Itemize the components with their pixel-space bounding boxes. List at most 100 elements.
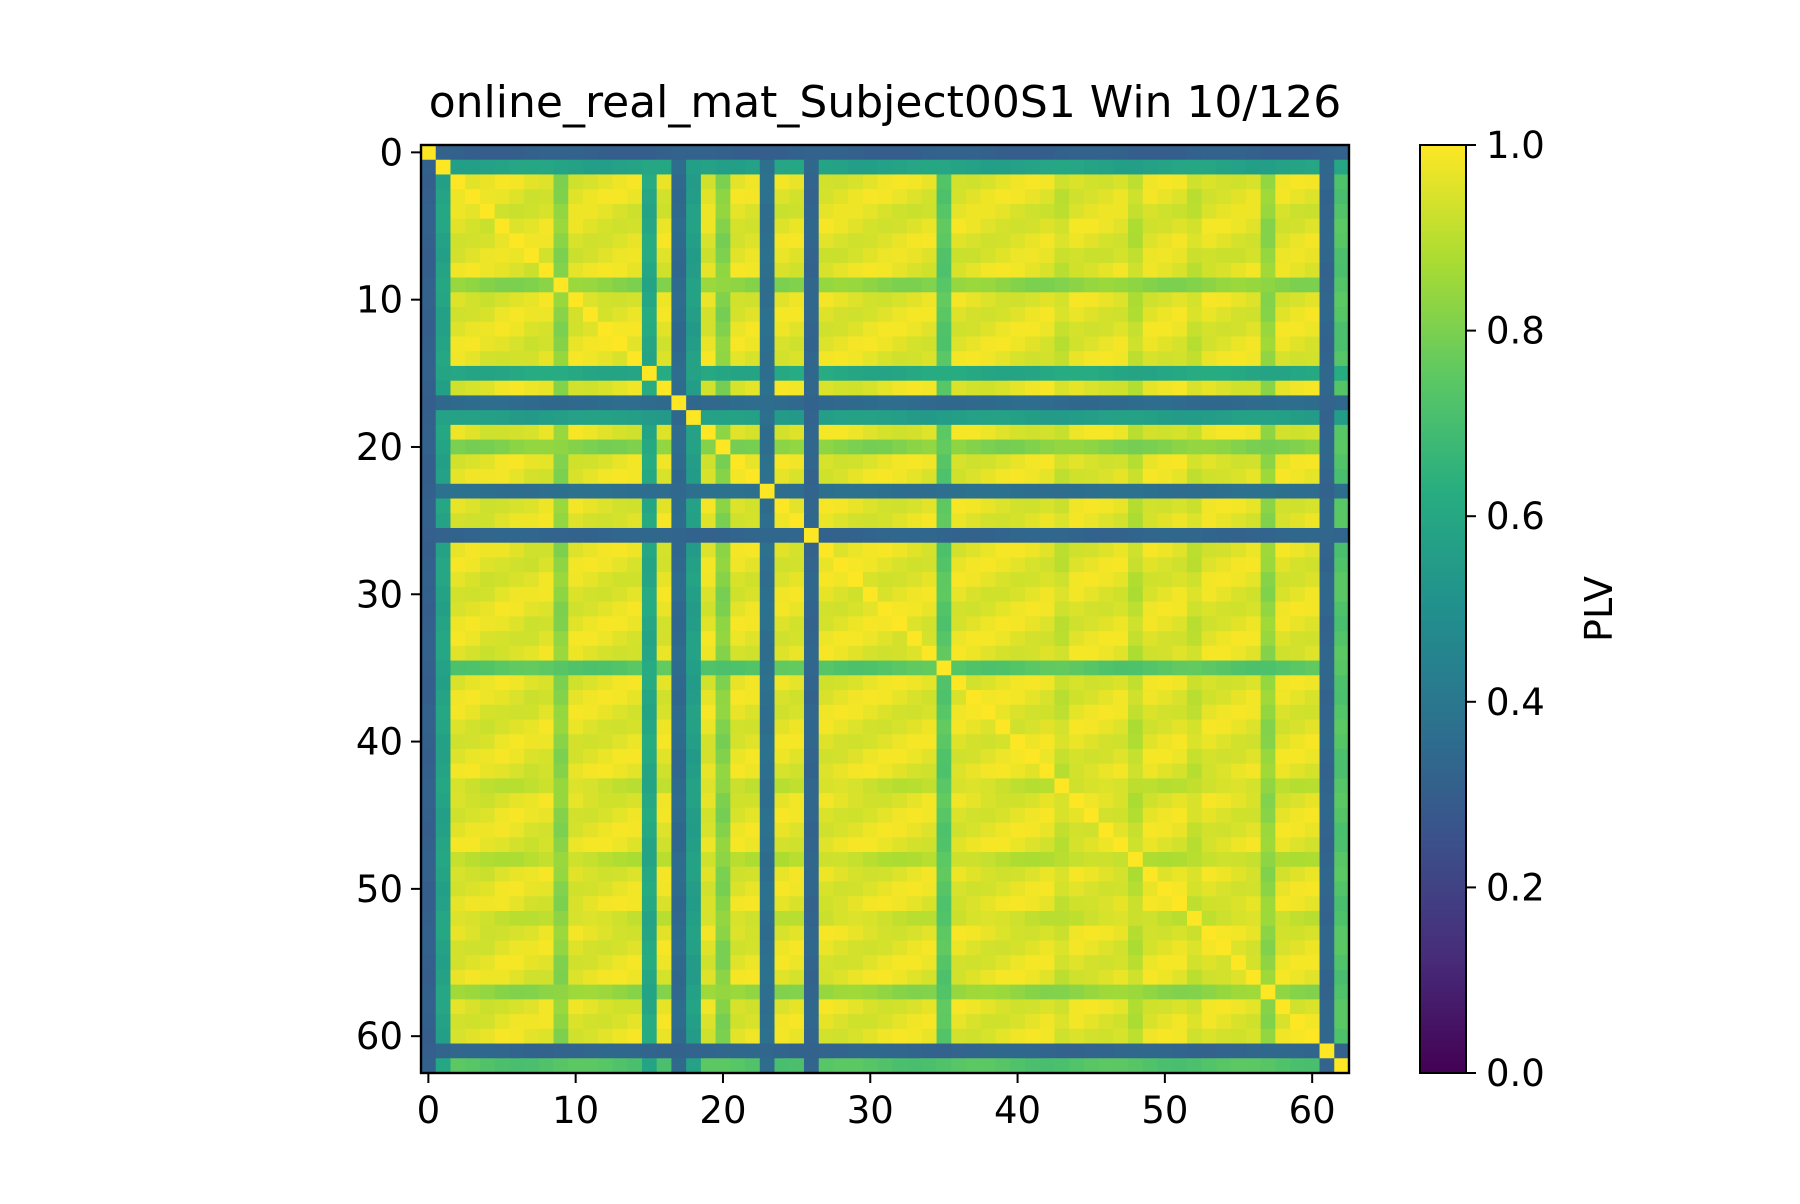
heatmap-cell (656, 424, 673, 441)
heatmap-cell (877, 616, 893, 632)
heatmap-cell (538, 955, 555, 971)
heatmap-cell (1260, 616, 1276, 632)
heatmap-cell (1113, 262, 1129, 279)
heatmap-cell (1304, 690, 1321, 706)
heatmap-cell (421, 513, 437, 529)
heatmap-cell (465, 262, 481, 279)
heatmap-cell (1216, 277, 1232, 293)
heatmap-cell (892, 984, 908, 1000)
heatmap-cell (803, 203, 820, 220)
heatmap-cell (1334, 469, 1350, 485)
heatmap-cell (1334, 365, 1350, 382)
heatmap-cell (862, 203, 879, 220)
heatmap-cell (1304, 969, 1321, 986)
heatmap-cell (936, 675, 952, 691)
heatmap-cell (538, 601, 555, 617)
heatmap-cell (1201, 395, 1218, 411)
heatmap-cell (627, 395, 643, 411)
heatmap-cell (759, 248, 776, 264)
heatmap-cell (995, 1028, 1011, 1045)
heatmap-cell (907, 454, 923, 470)
heatmap-cell (789, 1058, 805, 1074)
heatmap-cell (1128, 1058, 1144, 1074)
heatmap-cell (848, 498, 864, 514)
heatmap-cell (1231, 527, 1247, 544)
heatmap-cell (980, 763, 997, 779)
heatmap-cell (966, 307, 982, 323)
heatmap-cell (700, 852, 717, 868)
heatmap-cell (862, 675, 879, 691)
heatmap-cell (641, 248, 658, 264)
heatmap-cell (435, 145, 452, 161)
heatmap-cell (1113, 380, 1129, 397)
heatmap-cell (1113, 940, 1129, 956)
heatmap-cell (1142, 469, 1159, 485)
heatmap-cell (1128, 203, 1144, 220)
heatmap-cell (862, 218, 879, 234)
heatmap-cell (1039, 586, 1055, 603)
heatmap-cell (700, 233, 717, 249)
heatmap-cell (583, 645, 599, 662)
heatmap-cell (951, 145, 967, 161)
heatmap-cell (774, 1028, 790, 1045)
heatmap-cell (1142, 248, 1159, 264)
heatmap-cell (479, 999, 496, 1015)
heatmap-cell (803, 218, 820, 234)
heatmap-cell (892, 793, 908, 809)
heatmap-cell (730, 1058, 746, 1074)
heatmap-cell (656, 704, 673, 721)
heatmap-cell (568, 145, 584, 161)
heatmap-cell (1098, 277, 1114, 293)
heatmap-cell (1334, 248, 1350, 264)
heatmap-cell (1113, 218, 1129, 234)
heatmap-cell (1142, 159, 1159, 176)
heatmap-cell (1216, 734, 1232, 750)
heatmap-cell (597, 557, 614, 573)
heatmap-cell (833, 469, 849, 485)
heatmap-cell (818, 380, 835, 397)
heatmap-cell (848, 660, 864, 676)
heatmap-cell (568, 807, 584, 824)
heatmap-cell (686, 969, 702, 986)
heatmap-cell (1039, 690, 1055, 706)
heatmap-cell (759, 984, 776, 1000)
heatmap-cell (641, 1028, 658, 1045)
heatmap-cell (1054, 380, 1070, 397)
heatmap-cell (921, 454, 938, 470)
heatmap-cell (538, 896, 555, 912)
heatmap-cell (597, 498, 614, 514)
heatmap-cell (877, 601, 893, 617)
heatmap-cell (568, 572, 584, 588)
heatmap-cell (597, 1043, 614, 1059)
heatmap-cell (818, 527, 835, 544)
heatmap-cell (715, 321, 731, 338)
heatmap-cell (627, 145, 643, 161)
heatmap-cell (524, 631, 540, 647)
heatmap-cell (715, 380, 731, 397)
heatmap-cell (774, 690, 790, 706)
heatmap-cell (1245, 336, 1262, 352)
heatmap-cell (1260, 837, 1276, 853)
heatmap-cell (818, 616, 835, 632)
heatmap-cell (583, 498, 599, 514)
heatmap-cell (1334, 704, 1350, 721)
heatmap-cell (656, 277, 673, 293)
heatmap-cell (759, 189, 776, 205)
heatmap-cell (966, 527, 982, 544)
heatmap-cell (1039, 572, 1055, 588)
heatmap-cell (465, 498, 481, 514)
heatmap-cell (1172, 380, 1188, 397)
heatmap-cell (921, 955, 938, 971)
heatmap-cell (818, 690, 835, 706)
heatmap-cell (862, 822, 879, 838)
heatmap-cell (524, 645, 540, 662)
heatmap-cell (612, 233, 628, 249)
heatmap-cell (479, 955, 496, 971)
heatmap-cell (907, 690, 923, 706)
heatmap-cell (1186, 852, 1203, 868)
heatmap-cell (1319, 586, 1335, 603)
heatmap-cell (1024, 896, 1041, 912)
heatmap-cell (877, 645, 893, 662)
heatmap-cell (877, 631, 893, 647)
